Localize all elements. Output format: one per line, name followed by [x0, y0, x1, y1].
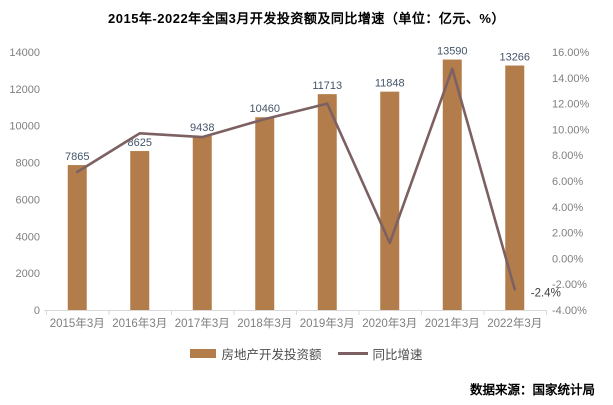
left-axis-tick-label: 4000: [16, 231, 40, 243]
left-axis-tick-label: 10000: [9, 121, 40, 133]
bar-value-label: 13266: [499, 52, 530, 64]
x-category-label: 2018年3月: [237, 316, 292, 330]
bar-value-label: 9438: [190, 122, 214, 134]
legend-item-investment: 房地产开发投资额: [190, 344, 322, 363]
bar-value-label: 10460: [249, 103, 280, 115]
left-axis-tick-label: 12000: [9, 84, 40, 96]
x-category-label: 2016年3月: [112, 316, 167, 330]
bar-value-label: 8625: [128, 137, 152, 149]
right-axis-tick-label: -2.00%: [552, 279, 587, 291]
bar-series-swatch-icon: [190, 349, 217, 358]
investment-bar: [192, 136, 212, 310]
right-axis-tick-label: -4.00%: [552, 305, 587, 317]
investment-bar: [130, 151, 150, 310]
legend-item-growth: 同比增速: [337, 344, 423, 363]
right-axis-tick-label: 8.00%: [552, 150, 583, 162]
x-category-label: 2021年3月: [425, 316, 480, 330]
right-axis-tick-label: 10.00%: [552, 124, 590, 136]
chart-legend: 房地产开发投资额 同比增速: [0, 344, 613, 363]
x-category-label: 2020年3月: [362, 316, 417, 330]
left-axis-tick-label: 2000: [16, 268, 40, 280]
x-category-label: 2022年3月: [487, 316, 542, 330]
investment-bar: [380, 91, 400, 310]
bar-value-label: 11713: [312, 80, 342, 92]
right-axis-tick-label: 6.00%: [552, 176, 583, 188]
investment-bar: [67, 165, 87, 310]
right-axis-tick-label: 4.00%: [552, 202, 583, 214]
right-axis-tick-label: 12.00%: [552, 99, 590, 111]
investment-bar: [442, 59, 462, 311]
investment-bar: [317, 94, 337, 310]
x-category-label: 2019年3月: [300, 316, 355, 330]
growth-rate-line: [75, 67, 517, 291]
bar-value-label: 7865: [65, 151, 89, 163]
bar-value-label: 11848: [375, 78, 405, 90]
left-axis-tick-label: 6000: [16, 194, 40, 206]
left-axis-tick-label: 0: [34, 305, 40, 317]
line-point-annotation: -2.4%: [531, 287, 561, 299]
line-series-swatch-icon: [337, 352, 368, 355]
investment-bar: [505, 65, 525, 310]
right-axis-tick-label: 16.00%: [552, 47, 590, 59]
left-axis-tick-label: 8000: [16, 158, 40, 170]
legend-label-growth: 同比增速: [372, 348, 423, 362]
x-category-label: 2015年3月: [50, 316, 105, 330]
bar-value-label: 13590: [437, 46, 468, 58]
x-category-label: 2017年3月: [175, 316, 230, 330]
legend-label-investment: 房地产开发投资额: [221, 348, 322, 362]
chart-title: 2015年-2022年全国3月开发投资额及同比增速（单位：亿元、%）: [108, 11, 505, 26]
combo-chart-plot-area: 0 2000 4000 6000 8000 10000 12000 14000 -4.00% -2…: [9, 46, 590, 330]
right-axis-tick-label: 2.00%: [552, 228, 583, 240]
right-axis-tick-label: 0.00%: [552, 253, 583, 265]
data-source-note: 数据来源：国家统计局: [469, 383, 595, 397]
right-axis-tick-label: 14.00%: [552, 73, 590, 85]
investment-bar: [255, 117, 275, 310]
left-axis-tick-label: 14000: [9, 47, 40, 59]
